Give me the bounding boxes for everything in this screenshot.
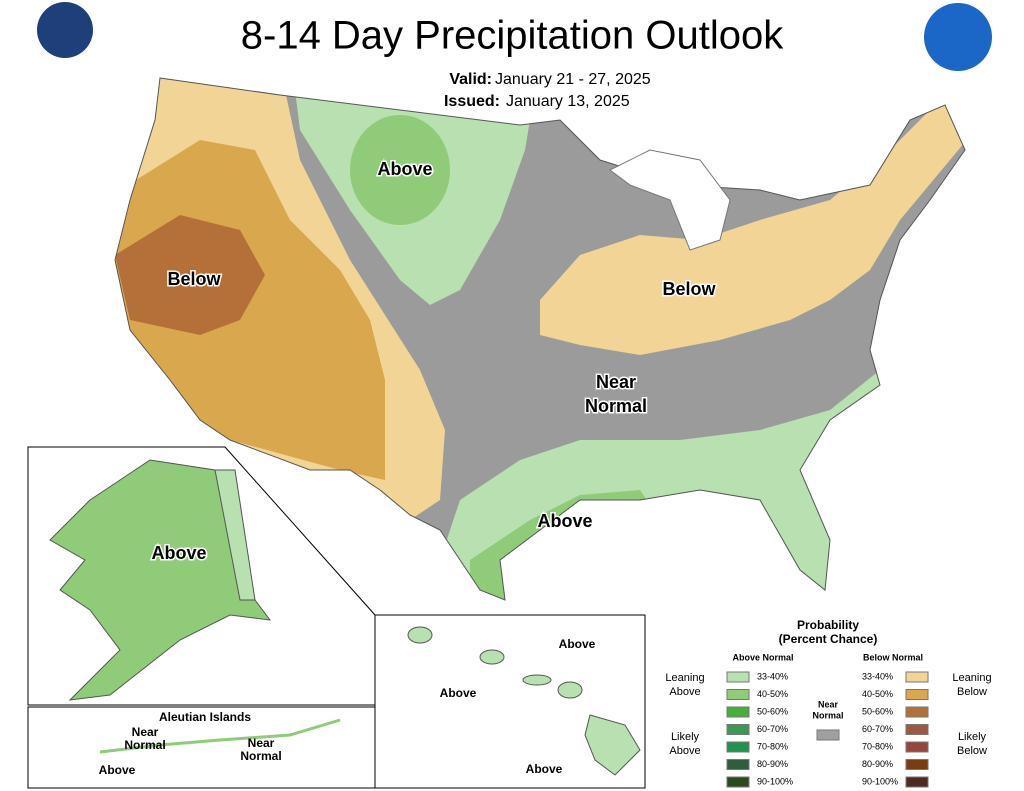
legend-header: Above Normal xyxy=(732,652,793,662)
legend-swatch xyxy=(905,671,929,683)
legend-header: Below Normal xyxy=(863,652,923,662)
commerce-seal xyxy=(37,2,93,58)
legend-item-label: 90-100% xyxy=(862,776,898,786)
region-label: Above xyxy=(537,511,592,531)
island xyxy=(557,681,583,699)
legend-item-label: 90-100% xyxy=(757,776,793,786)
aleutian-inset xyxy=(27,706,376,789)
island xyxy=(479,649,505,665)
legend-group-label: Below xyxy=(957,686,987,698)
legend-item-label: 70-80% xyxy=(862,741,893,751)
legend-swatch xyxy=(905,724,929,735)
legend-item-label: 70-80% xyxy=(757,741,788,751)
region-label: Normal xyxy=(585,396,647,416)
island xyxy=(522,674,552,686)
noaa-logo xyxy=(924,3,992,71)
legend-item-label: 40-50% xyxy=(757,689,788,699)
region-label: Near xyxy=(132,725,159,739)
legend-item-label: 60-70% xyxy=(757,724,788,734)
title: 8-14 Day Precipitation Outlook xyxy=(241,14,785,58)
region-label: Above xyxy=(559,637,596,651)
island xyxy=(584,714,641,776)
region-label: Below xyxy=(167,269,221,289)
legend-item-label: 50-60% xyxy=(862,706,893,716)
legend-item-label: 80-90% xyxy=(757,759,788,769)
legend-item-label: 80-90% xyxy=(862,759,893,769)
region-label: Normal xyxy=(124,738,165,752)
legend-swatch xyxy=(816,729,840,741)
island xyxy=(407,626,433,644)
legend-item-label: 60-70% xyxy=(862,724,893,734)
legend-group-label: Leaning xyxy=(665,672,704,684)
legend-group-label: Below xyxy=(957,745,987,757)
legend-near-label: Normal xyxy=(812,710,843,720)
legend-subtitle: (Percent Chance) xyxy=(779,632,878,646)
likely-below-area xyxy=(115,215,265,335)
legend-swatch xyxy=(905,759,929,770)
legend-swatch xyxy=(726,689,750,700)
legend-item-label: 50-60% xyxy=(757,706,788,716)
region-label: Above xyxy=(440,686,477,700)
leaning-below-area xyxy=(540,95,965,355)
legend-item-label: 33-40% xyxy=(757,671,788,681)
legend-group-label: Likely xyxy=(671,731,700,743)
legend-group-label: Above xyxy=(669,745,700,757)
legend-swatch xyxy=(726,741,750,753)
alaska-leaning-above xyxy=(214,469,256,601)
inset-title: Aleutian Islands xyxy=(159,710,251,724)
region-label: Above xyxy=(377,159,432,179)
region-label: Above xyxy=(151,543,206,563)
hawaii-islands xyxy=(407,626,641,776)
region-label: Above xyxy=(526,762,563,776)
legend-swatch xyxy=(905,776,929,788)
legend-group-label: Likely xyxy=(958,731,987,743)
legend-swatch xyxy=(726,776,750,788)
legend: Probability(Percent Chance) Above Normal B… xyxy=(665,618,992,788)
legend-swatch xyxy=(905,741,929,753)
legend-swatch xyxy=(726,724,750,735)
legend-swatch xyxy=(905,689,929,700)
legend-title: Probability xyxy=(797,618,859,632)
legend-swatch xyxy=(726,671,750,683)
region-label: Above xyxy=(99,763,136,777)
great-lakes xyxy=(609,149,731,251)
legend-swatch xyxy=(726,706,750,718)
legend-swatch xyxy=(726,759,750,770)
legend-near-label: Near xyxy=(818,699,839,709)
valid-dates: January 21 - 27, 2025 xyxy=(495,71,651,88)
conus-outline xyxy=(114,77,966,601)
region-label: Near xyxy=(596,372,636,392)
legend-item-label: 40-50% xyxy=(862,689,893,699)
legend-group-label: Above xyxy=(669,686,700,698)
valid-label: Valid: xyxy=(449,71,492,88)
region-label: Normal xyxy=(240,749,281,763)
legend-swatch xyxy=(905,706,929,718)
issued-label: Issued: xyxy=(444,93,500,110)
above-area xyxy=(350,115,450,225)
aleutian-islands xyxy=(99,718,341,754)
region-label: Below xyxy=(662,279,716,299)
issued-date: January 13, 2025 xyxy=(506,93,630,110)
region-label: Near xyxy=(248,736,275,750)
legend-group-label: Leaning xyxy=(952,672,991,684)
legend-item-label: 33-40% xyxy=(862,671,893,681)
